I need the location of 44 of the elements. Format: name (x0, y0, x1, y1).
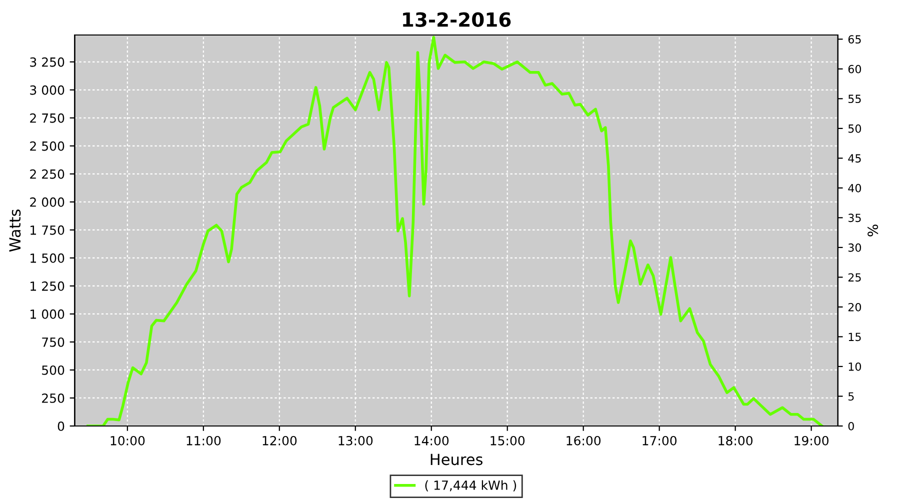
x-tick-label: 15:00 (490, 436, 525, 446)
y-tick-label: 500 (42, 365, 64, 375)
y-tick-label: 0 (58, 421, 64, 431)
x-tick-label: 10:00 (110, 436, 145, 446)
x-tick-label: 18:00 (718, 436, 752, 446)
chart-title: 13-2-2016 (403, 12, 511, 27)
y2-tick-label: 55 (848, 94, 861, 104)
y-tick-label: 1 000 (30, 309, 64, 319)
y-tick-label: 250 (42, 393, 64, 403)
y-tick-label: 1 500 (30, 253, 64, 263)
y-tick-label: 1 750 (30, 225, 64, 235)
y2-tick-label: 15 (848, 332, 861, 342)
y2-tick-label: 40 (848, 184, 862, 192)
y-tick-label: 2 250 (30, 169, 64, 179)
y-tick-label: 3 250 (30, 57, 64, 67)
line-series (86, 36, 824, 426)
y-axis-title: Watts (9, 210, 21, 252)
y2-tick-label: 0 (848, 422, 854, 430)
y-tick-label: 2 500 (30, 141, 64, 151)
y2-tick-label: 45 (848, 154, 861, 163)
x-tick-label: 13:00 (338, 436, 373, 446)
y2-axis-title: % (868, 224, 878, 236)
y-tick-label: 3 000 (30, 85, 64, 95)
y2-tick-label: 25 (848, 273, 861, 282)
x-tick-label: 14:00 (414, 436, 449, 446)
y2-tick-label: 10 (848, 362, 862, 371)
x-tick-label: 19:00 (794, 436, 828, 446)
legend-label: ( 17,444 kWh ) (425, 480, 516, 492)
x-tick-label: 12:00 (262, 436, 297, 446)
y2-tick-label: 5 (848, 392, 854, 401)
y-tick-label: 1 250 (30, 281, 64, 291)
y2-tick-label: 50 (848, 124, 862, 133)
y2-tick-label: 35 (848, 214, 861, 222)
y2-tick-label: 30 (848, 243, 862, 252)
x-tick-label: 16:00 (566, 436, 601, 446)
y-tick-label: 2 000 (30, 197, 64, 207)
y2-tick-label: 20 (848, 302, 862, 312)
x-tick-label: 17:00 (642, 436, 677, 446)
y2-tick-label: 65 (848, 35, 861, 44)
x-tick-label: 11:00 (186, 436, 221, 446)
y2-tick-label: 60 (848, 64, 862, 74)
x-axis-title: Heures (430, 454, 482, 466)
y-tick-label: 750 (42, 337, 64, 347)
y-tick-label: 2 750 (30, 113, 64, 123)
